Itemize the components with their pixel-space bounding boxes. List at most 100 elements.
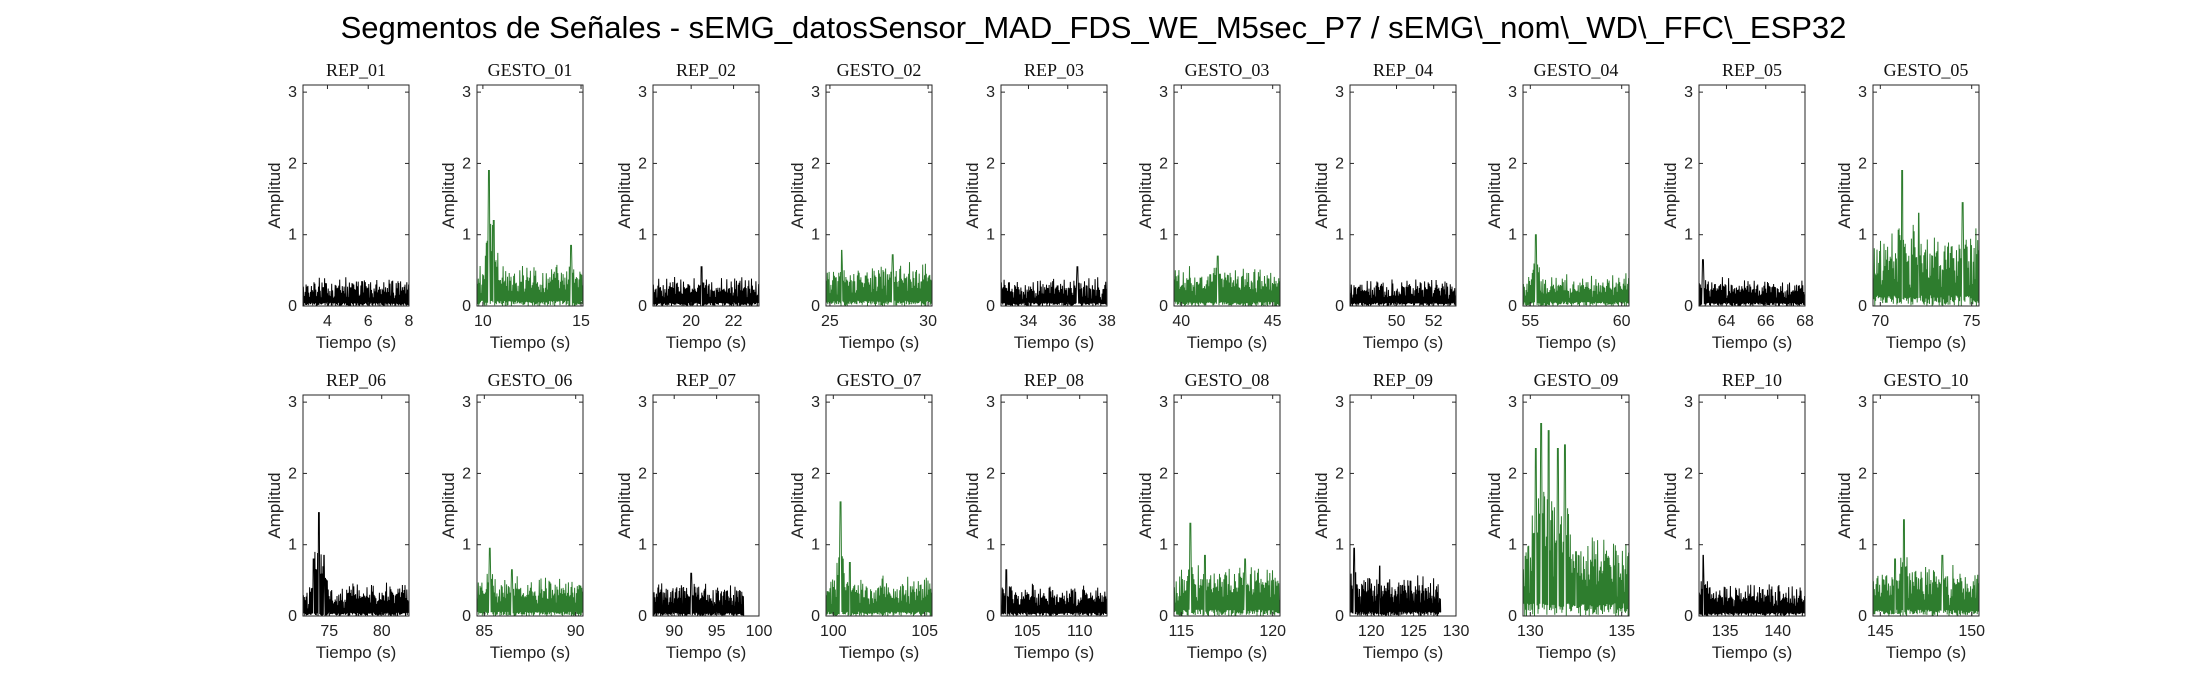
y-tick-label: 0 — [462, 608, 471, 625]
subplot-title: GESTO_10 — [1884, 370, 1969, 390]
y-axis-label: Amplitud — [963, 162, 982, 228]
x-tick-label: 130 — [1517, 623, 1544, 640]
x-tick-label: 145 — [1867, 623, 1894, 640]
signal-series-line — [476, 170, 584, 307]
y-tick-label: 1 — [1335, 227, 1344, 244]
signal-series-line — [476, 547, 584, 617]
y-tick-label: 3 — [462, 394, 471, 411]
y-tick-label: 3 — [288, 84, 297, 101]
subplot-rep-01: 0 1 2 3 4 6 8 REP_01 Tiempo (s) Amplitud — [265, 60, 414, 352]
y-tick-label: 3 — [462, 84, 471, 101]
y-axis-label: Amplitud — [1835, 162, 1854, 228]
y-tick-label: 2 — [638, 465, 647, 482]
signal-series-line — [1698, 259, 1806, 307]
y-tick-label: 0 — [1684, 298, 1693, 315]
y-tick-label: 0 — [638, 298, 647, 315]
x-axis-label: Tiempo (s) — [1014, 333, 1095, 352]
y-tick-label: 0 — [288, 608, 297, 625]
x-tick-label: 90 — [567, 623, 585, 640]
y-axis-label: Amplitud — [1835, 472, 1854, 538]
signal-series-line — [1522, 234, 1630, 307]
y-tick-label: 2 — [1335, 465, 1344, 482]
y-tick-label: 1 — [1684, 537, 1693, 554]
x-tick-label: 120 — [1358, 623, 1385, 640]
axes-box — [1522, 394, 1630, 617]
x-axis-label: Tiempo (s) — [1536, 643, 1617, 662]
y-tick-label: 0 — [986, 608, 995, 625]
y-tick-label: 1 — [1159, 537, 1168, 554]
x-tick-label: 90 — [665, 623, 683, 640]
x-tick-label: 38 — [1098, 313, 1116, 330]
y-tick-label: 0 — [1159, 298, 1168, 315]
y-tick-label: 3 — [1335, 84, 1344, 101]
x-tick-label: 30 — [919, 313, 937, 330]
x-tick-label: 8 — [405, 313, 414, 330]
signal-series-line — [1000, 569, 1108, 616]
subplot-gesto-09: 0 1 2 3 130 135 GESTO_09 Tiempo (s) Amplitud — [1485, 370, 1635, 662]
subplot-title: GESTO_09 — [1534, 370, 1619, 390]
x-tick-label: 150 — [1958, 623, 1985, 640]
x-axis-label: Tiempo (s) — [1886, 643, 1967, 662]
subplot-title: REP_06 — [326, 370, 386, 390]
y-tick-label: 1 — [1858, 537, 1867, 554]
axes-box — [652, 394, 760, 617]
signal-series-line — [302, 277, 410, 307]
x-tick-label: 4 — [323, 313, 332, 330]
y-tick-label: 0 — [1159, 608, 1168, 625]
y-tick-label: 0 — [1335, 608, 1344, 625]
subplot-title: GESTO_03 — [1185, 60, 1270, 80]
x-tick-label: 125 — [1400, 623, 1427, 640]
x-tick-label: 6 — [364, 313, 373, 330]
y-tick-label: 2 — [1858, 465, 1867, 482]
y-tick-label: 2 — [1684, 155, 1693, 172]
x-tick-label: 70 — [1871, 313, 1889, 330]
x-tick-label: 135 — [1608, 623, 1635, 640]
x-axis-label: Tiempo (s) — [1536, 333, 1617, 352]
y-tick-label: 1 — [811, 537, 820, 554]
signal-series-line — [1698, 554, 1806, 617]
x-tick-label: 50 — [1388, 313, 1406, 330]
y-axis-label: Amplitud — [1312, 162, 1331, 228]
y-axis-label: Amplitud — [1136, 162, 1155, 228]
subplot-title: REP_03 — [1024, 60, 1084, 80]
y-tick-label: 1 — [1508, 537, 1517, 554]
x-axis-label: Tiempo (s) — [490, 643, 571, 662]
axes-box — [302, 394, 410, 617]
x-axis-label: Tiempo (s) — [1712, 643, 1793, 662]
y-tick-label: 3 — [1159, 84, 1168, 101]
y-axis-label: Amplitud — [788, 472, 807, 538]
subplot-title: GESTO_02 — [837, 60, 922, 80]
subplot-rep-10: 0 1 2 3 135 140 REP_10 Tiempo (s) Amplitud — [1661, 370, 1806, 662]
x-axis-label: Tiempo (s) — [1886, 333, 1967, 352]
signal-series-line — [1000, 266, 1108, 307]
x-tick-label: 115 — [1169, 623, 1195, 640]
y-tick-label: 0 — [986, 298, 995, 315]
signal-series-line — [1349, 279, 1457, 306]
x-tick-label: 80 — [373, 623, 391, 640]
y-axis-label: Amplitud — [265, 162, 284, 228]
subplot-title: REP_05 — [1722, 60, 1782, 80]
subplot-title: REP_02 — [676, 60, 736, 80]
subplot-title: REP_07 — [676, 370, 736, 390]
y-tick-label: 1 — [1508, 227, 1517, 244]
x-axis-label: Tiempo (s) — [666, 333, 747, 352]
subplot-rep-03: 0 1 2 3 34 36 38 REP_03 Tiempo (s) Amplitud — [963, 60, 1116, 352]
y-tick-label: 1 — [1858, 227, 1867, 244]
subplot-gesto-04: 0 1 2 3 55 60 GESTO_04 Tiempo (s) Amplitud — [1485, 60, 1631, 352]
subplot-gesto-06: 0 1 2 3 85 90 GESTO_06 Tiempo (s) Amplitud — [439, 370, 585, 662]
x-tick-label: 120 — [1259, 623, 1286, 640]
x-tick-label: 130 — [1443, 623, 1470, 640]
subplot-gesto-02: 0 1 2 3 25 30 GESTO_02 Tiempo (s) Amplitud — [788, 60, 937, 352]
axes-box — [1000, 394, 1108, 617]
y-tick-label: 2 — [638, 155, 647, 172]
signal-series-line — [1522, 423, 1630, 617]
x-tick-label: 36 — [1059, 313, 1077, 330]
y-tick-label: 0 — [1508, 298, 1517, 315]
subplot-title: REP_04 — [1373, 60, 1433, 80]
y-tick-label: 1 — [986, 537, 995, 554]
axes-box — [825, 394, 933, 617]
subplot-rep-02: 0 1 2 3 20 22 REP_02 Tiempo (s) Amplitud — [615, 60, 760, 352]
y-tick-label: 1 — [1684, 227, 1693, 244]
